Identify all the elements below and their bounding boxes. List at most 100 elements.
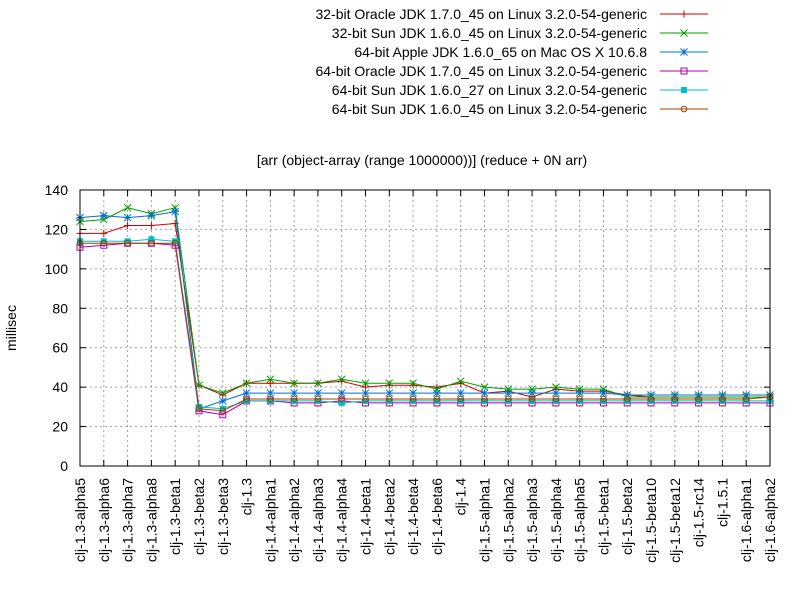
series-3 <box>76 207 774 413</box>
legend-marker <box>680 10 688 18</box>
data-point <box>124 221 132 229</box>
data-point <box>362 397 369 404</box>
data-point <box>362 395 369 403</box>
data-point <box>266 375 275 384</box>
data-point <box>504 385 513 393</box>
x-tick-label: clj-1.4-alpha3 <box>310 478 326 562</box>
data-point <box>148 239 155 247</box>
x-tick-label: clj-1.3-beta2 <box>191 478 207 555</box>
data-point <box>100 229 108 237</box>
legend-label: 32-bit Sun JDK 1.6.0_45 on Linux 3.2.0-5… <box>332 25 647 41</box>
x-tick-label: clj-1.5-rc14 <box>691 478 707 547</box>
data-point <box>456 389 465 397</box>
legend-item: 64-bit Sun JDK 1.6.0_27 on Linux 3.2.0-5… <box>332 82 708 98</box>
legend-marker <box>680 48 688 56</box>
y-tick-label: 80 <box>52 300 68 316</box>
data-point <box>433 395 441 403</box>
data-point <box>695 397 702 404</box>
x-tick-label: clj-1.5-alpha5 <box>572 478 588 562</box>
data-point <box>409 389 417 397</box>
x-tick-label: clj-1.5-alpha1 <box>476 478 492 562</box>
data-point <box>575 389 584 397</box>
data-point <box>599 389 608 397</box>
data-point <box>290 395 298 403</box>
legend-label: 64-bit Sun JDK 1.6.0_45 on Linux 3.2.0-5… <box>332 101 647 117</box>
data-point <box>243 397 250 404</box>
data-point <box>314 379 322 388</box>
data-point <box>528 389 536 397</box>
data-point <box>314 395 322 403</box>
data-point <box>338 399 345 406</box>
legend-item: 32-bit Oracle JDK 1.7.0_45 on Linux 3.2.… <box>315 6 708 22</box>
data-point <box>337 375 346 384</box>
data-point <box>552 397 559 404</box>
data-point <box>624 397 631 404</box>
x-tick-label: clj-1.3-alpha8 <box>143 478 159 562</box>
data-point <box>267 395 274 403</box>
y-tick-label: 40 <box>52 379 68 395</box>
x-tick-label: clj-1.3 <box>239 478 255 516</box>
data-point <box>695 395 702 403</box>
data-point <box>505 397 512 404</box>
data-point <box>266 379 274 387</box>
data-point <box>576 395 583 403</box>
data-point <box>671 395 679 403</box>
data-point <box>552 383 560 391</box>
data-point <box>147 211 156 220</box>
data-point <box>219 405 226 412</box>
data-point <box>670 391 679 399</box>
x-tick-label: clj-1.5-beta12 <box>667 478 683 563</box>
data-point <box>100 239 108 247</box>
data-point <box>195 405 203 413</box>
y-tick-label: 100 <box>45 261 69 277</box>
data-point <box>504 389 513 397</box>
data-point <box>218 397 227 405</box>
legend-label: 64-bit Apple JDK 1.6.0_65 on Mac OS X 10… <box>354 44 647 60</box>
data-point <box>361 389 370 397</box>
x-tick-label: clj-1.5.1 <box>714 478 730 527</box>
data-point <box>623 395 631 403</box>
x-axis-ticks: clj-1.3-alpha5 clj-1.3-alpha6 clj-1.3-alph… <box>72 190 778 563</box>
series-1 <box>76 220 774 401</box>
data-point <box>648 397 655 404</box>
data-point <box>480 389 489 397</box>
data-point <box>148 236 155 243</box>
chart-title: [arr (object-array (range 1000000))] (re… <box>257 152 587 168</box>
legend-item: 64-bit Apple JDK 1.6.0_65 on Mac OS X 10… <box>354 44 708 60</box>
data-point <box>314 389 322 397</box>
data-point <box>433 385 441 393</box>
plot-frame <box>79 189 771 467</box>
series-line <box>79 211 770 410</box>
x-tick-label: clj-1.5-beta10 <box>643 478 659 563</box>
data-point <box>623 391 632 399</box>
data-point <box>457 397 464 404</box>
data-point <box>171 207 180 216</box>
x-tick-label: clj-1.5-alpha3 <box>524 478 540 562</box>
data-point <box>361 379 370 388</box>
x-tick-label: clj-1.3-beta1 <box>167 478 183 555</box>
y-tick-label: 120 <box>45 221 69 237</box>
y-tick-label: 0 <box>60 458 68 474</box>
y-axis-ticks: 0 20 40 60 80 100 120 140 <box>45 182 770 474</box>
data-point <box>599 385 608 393</box>
series-layer <box>76 203 774 419</box>
data-point <box>481 397 488 404</box>
data-point <box>647 395 655 403</box>
x-tick-label: clj-1.5-alpha2 <box>500 478 516 562</box>
legend-label: 32-bit Oracle JDK 1.7.0_45 on Linux 3.2.… <box>315 6 647 22</box>
data-point <box>123 213 132 222</box>
data-point <box>124 239 131 247</box>
data-point <box>742 391 751 399</box>
data-point <box>409 379 417 388</box>
x-tick-label: clj-1.4-beta6 <box>429 478 445 555</box>
series-line <box>80 222 770 398</box>
legend-item: 64-bit Sun JDK 1.6.0_45 on Linux 3.2.0-5… <box>332 101 708 117</box>
data-point <box>575 385 584 393</box>
legend-label: 64-bit Oracle JDK 1.7.0_45 on Linux 3.2.… <box>315 63 647 79</box>
data-point <box>266 389 275 397</box>
data-point <box>123 203 132 212</box>
data-point <box>457 395 464 403</box>
data-point <box>719 395 726 403</box>
x-tick-label: clj-1.4-beta1 <box>358 478 374 555</box>
data-point <box>385 389 394 397</box>
